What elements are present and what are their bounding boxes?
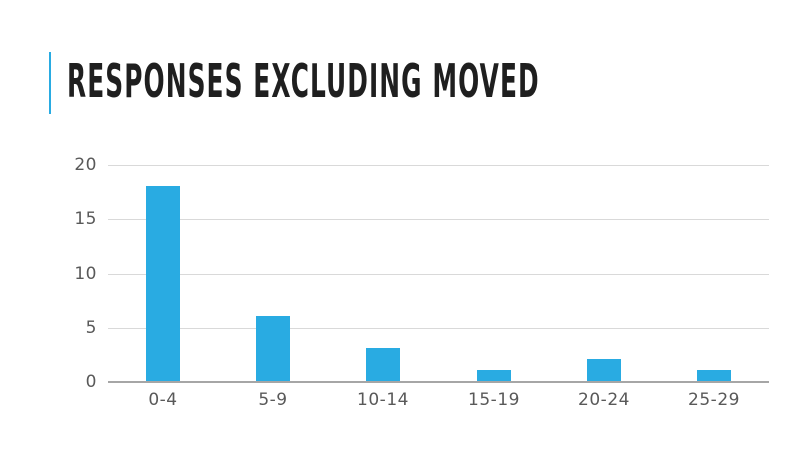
bar — [587, 359, 621, 381]
y-axis-tick-label: 5 — [85, 317, 97, 338]
x-axis-category-label: 5-9 — [258, 390, 288, 410]
bar — [146, 186, 180, 381]
bar-chart: 0 5 10 15 20 0-4 5-9 10-14 15-19 20-24 25-29 — [0, 140, 800, 420]
slide-title: RESPONSES EXCLUDING MOVED — [67, 54, 540, 108]
bar — [697, 370, 731, 381]
x-axis-category-label: 15-19 — [468, 390, 520, 410]
title-accent-bar — [49, 52, 51, 114]
gridline — [108, 165, 769, 166]
y-axis-tick-label: 15 — [74, 209, 97, 230]
x-axis-category-label: 0-4 — [148, 390, 178, 410]
x-axis-category-label: 20-24 — [578, 390, 630, 410]
y-axis-tick-label: 10 — [74, 263, 97, 284]
bar — [477, 370, 511, 381]
bar — [256, 316, 290, 381]
gridline — [108, 273, 769, 275]
gridline — [108, 327, 769, 329]
y-axis-tick-label: 0 — [85, 372, 97, 392]
x-axis-line — [108, 381, 769, 383]
x-axis-category-label: 10-14 — [357, 390, 409, 410]
gridline — [108, 219, 769, 221]
bar — [366, 348, 400, 381]
y-axis-tick-label: 20 — [74, 155, 97, 175]
x-axis-category-label: 25-29 — [688, 390, 740, 410]
